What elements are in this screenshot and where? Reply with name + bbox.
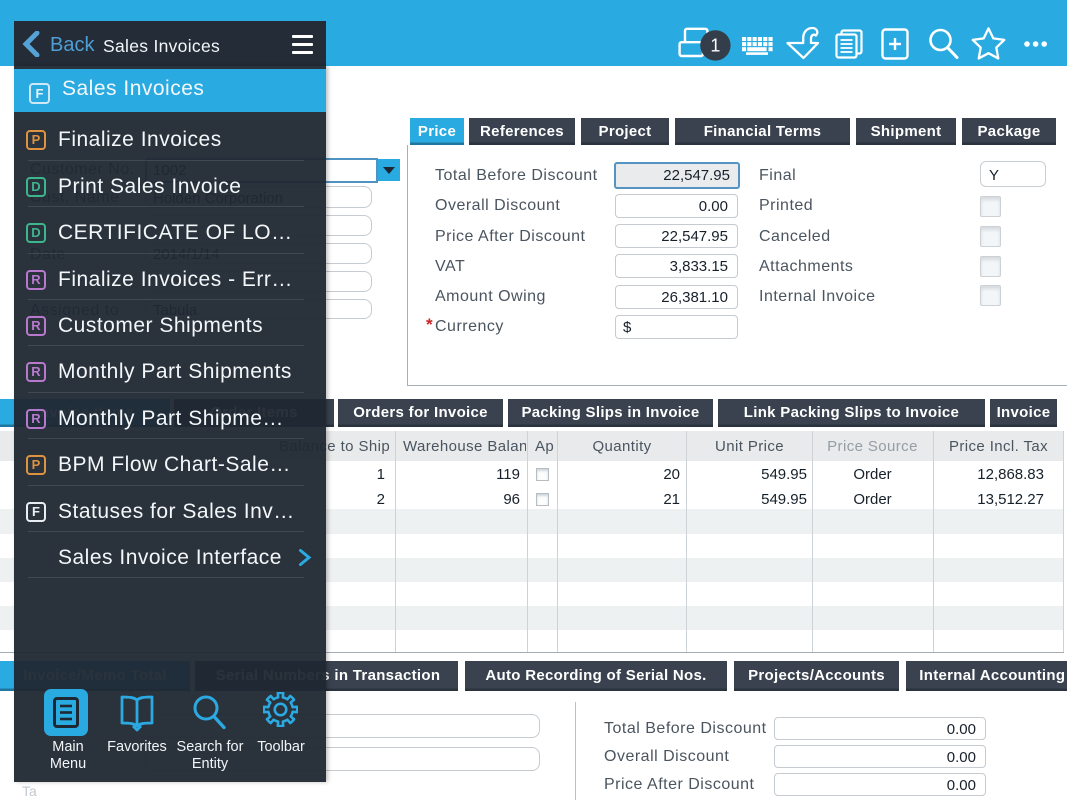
svg-text:1: 1 — [710, 36, 720, 56]
